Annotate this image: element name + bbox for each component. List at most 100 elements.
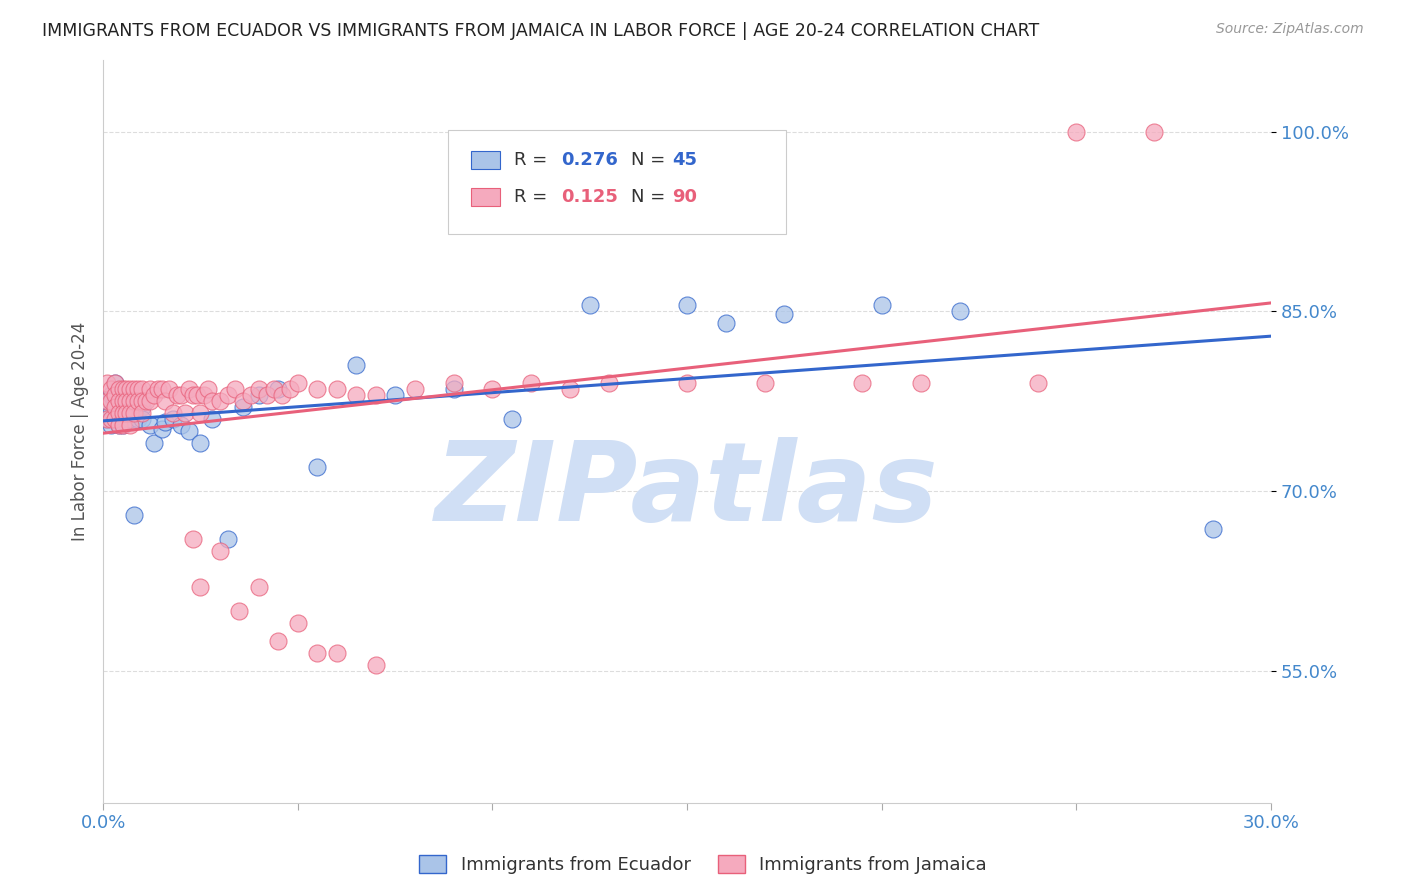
Point [127,412,149,426]
Point [146,382,169,396]
Point [201,412,224,426]
Point [111,418,134,433]
Point [177,424,200,438]
Point [115,382,138,396]
Point [111,418,134,433]
Point [115,412,138,426]
Point [520,376,543,391]
Point [120,394,142,409]
Point [910,376,932,391]
Point [676,298,699,312]
Point [100,418,122,433]
Point [1066,124,1088,138]
Point [208,544,231,558]
Point [107,394,129,409]
Point [443,376,465,391]
Point [96,412,118,426]
Text: R =: R = [515,151,553,169]
Point [217,532,239,546]
Point [131,400,153,414]
Point [949,304,972,318]
Text: Source: ZipAtlas.com: Source: ZipAtlas.com [1216,22,1364,37]
Point [325,646,347,660]
Point [247,388,270,402]
Point [754,376,776,391]
Text: N =: N = [631,151,671,169]
Legend: Immigrants from Ecuador, Immigrants from Jamaica: Immigrants from Ecuador, Immigrants from… [411,846,995,883]
Text: N =: N = [631,188,671,206]
Point [271,388,294,402]
Point [267,633,290,648]
Point [851,376,873,391]
Point [104,376,127,391]
Point [170,388,193,402]
Point [224,382,246,396]
Point [307,460,329,475]
Point [166,388,188,402]
Point [96,394,118,409]
Point [127,394,149,409]
Point [100,406,122,420]
Text: ZIPatlas: ZIPatlas [436,437,939,544]
Point [155,415,177,429]
Point [247,382,270,396]
Point [100,388,122,402]
Point [111,406,134,420]
Point [104,412,127,426]
Point [120,418,142,433]
Point [96,412,118,426]
Point [120,382,142,396]
Point [115,406,138,420]
Text: IMMIGRANTS FROM ECUADOR VS IMMIGRANTS FROM JAMAICA IN LABOR FORCE | AGE 20-24 CO: IMMIGRANTS FROM ECUADOR VS IMMIGRANTS FR… [42,22,1039,40]
Point [104,388,127,402]
Text: 45: 45 [672,151,697,169]
Point [100,394,122,409]
Point [142,436,165,450]
Point [173,406,195,420]
Point [481,382,503,396]
Point [96,394,118,409]
Point [124,382,146,396]
Point [124,508,146,522]
Point [104,394,127,409]
Point [256,388,278,402]
Point [598,376,620,391]
FancyBboxPatch shape [471,151,501,169]
Point [344,358,367,372]
Point [139,382,162,396]
Point [307,382,329,396]
Point [344,388,367,402]
Point [190,436,212,450]
Point [278,382,301,396]
Point [263,382,285,396]
Point [124,394,146,409]
Point [197,382,219,396]
Point [190,406,212,420]
Point [111,394,134,409]
Point [162,412,184,426]
Point [190,580,212,594]
Point [325,382,347,396]
Point [150,382,173,396]
Point [384,388,406,402]
Point [170,418,193,433]
Point [267,382,290,396]
Text: 90: 90 [672,188,697,206]
Point [100,412,122,426]
Point [201,394,224,409]
Point [104,376,127,391]
Point [100,382,122,396]
Point [111,394,134,409]
Point [111,406,134,420]
Y-axis label: In Labor Force | Age 20-24: In Labor Force | Age 20-24 [72,321,89,541]
Point [232,400,254,414]
Point [96,376,118,391]
Text: R =: R = [515,188,553,206]
Point [714,316,737,330]
Point [124,406,146,420]
Point [1202,522,1225,536]
Point [142,388,165,402]
Point [157,382,180,396]
Point [107,418,129,433]
Point [111,382,134,396]
